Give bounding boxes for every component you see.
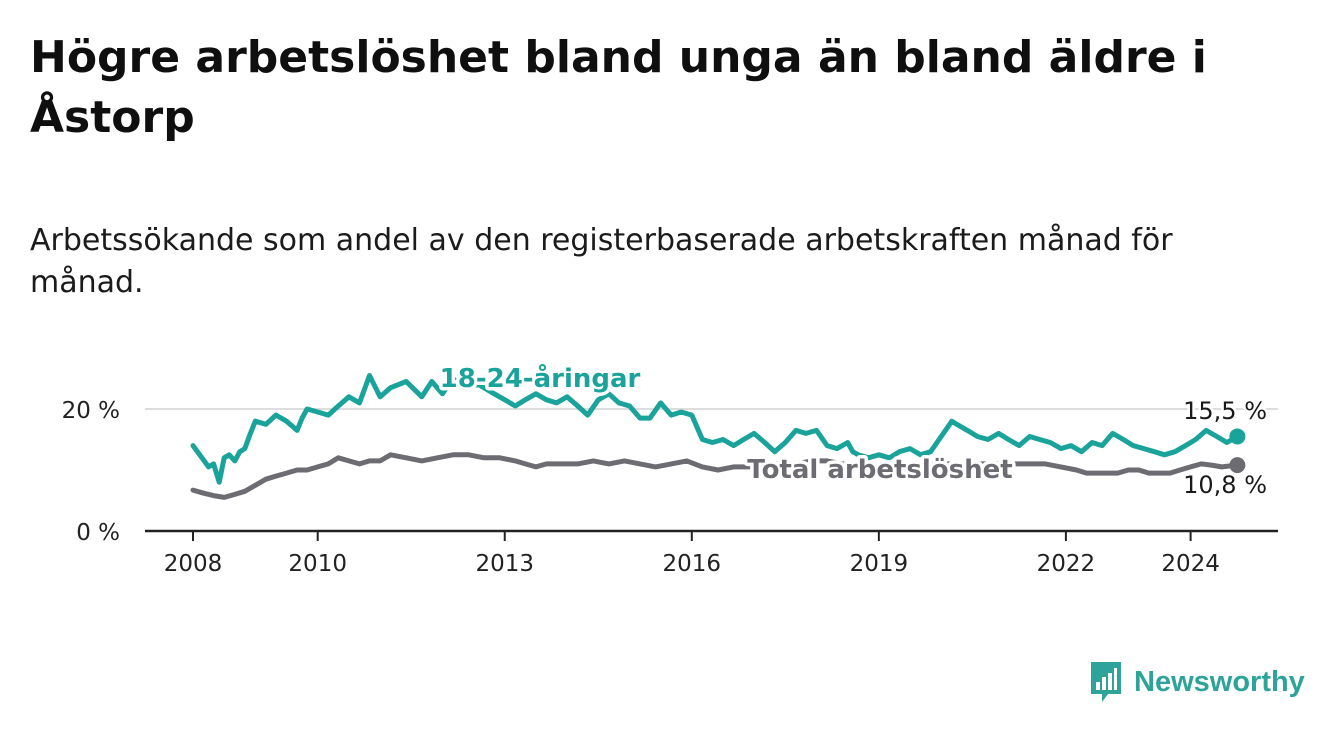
y-tick-label: 0 % (76, 520, 120, 546)
x-tick-label: 2010 (288, 551, 347, 577)
x-tick-label: 2008 (164, 551, 223, 577)
series-layer (190, 373, 1246, 500)
y-tick-label: 20 % (62, 398, 120, 424)
series-line-total (190, 452, 1240, 500)
label-layer: 18-24-åringar Total arbetslöshet 15,5 % 10,… (436, 359, 1269, 502)
brand-name: Newsworthy (1134, 665, 1305, 698)
x-tick-label: 2013 (475, 551, 534, 577)
series-line-youth (190, 373, 1240, 485)
end-label-youth: 15,5 % (1183, 397, 1267, 425)
line-chart: 0 % 20 % 2008 2010 2013 2016 2019 2022 2024 18-2… (62, 359, 1278, 577)
bar-chart-icon (1091, 662, 1121, 702)
series-label-total: Total arbetslöshet (747, 455, 1012, 485)
x-tick-label: 2022 (1037, 551, 1096, 577)
end-point-total (1229, 457, 1246, 474)
end-point-youth (1229, 428, 1246, 445)
newsworthy-logo[interactable]: Newsworthy (1088, 660, 1305, 704)
x-tick-label: 2019 (850, 551, 909, 577)
x-tick-label: 2016 (663, 551, 722, 577)
chart-title: Högre arbetslöshet bland unga än bland ä… (30, 32, 1207, 143)
end-label-total: 10,8 % (1183, 471, 1267, 499)
chart-subtitle: Arbetssökande som andel av den registerb… (30, 223, 1173, 300)
series-label-youth: 18-24-åringar (440, 362, 641, 394)
axis-layer: 0 % 20 % 2008 2010 2013 2016 2019 2022 2024 (62, 398, 1278, 577)
x-tick-label: 2024 (1161, 551, 1220, 577)
